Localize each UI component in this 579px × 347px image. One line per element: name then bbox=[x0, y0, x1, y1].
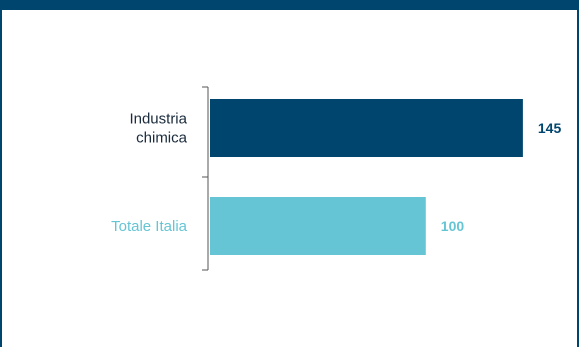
header-bar bbox=[0, 0, 579, 10]
category-label: Industria chimica bbox=[129, 111, 187, 147]
label-group: 145 Industria chimica 100 Totale Italia bbox=[111, 111, 561, 236]
category-label-line: chimica bbox=[136, 130, 188, 147]
bar-0 bbox=[210, 99, 523, 157]
value-label: 145 bbox=[538, 120, 562, 136]
category-label-line: Industria bbox=[129, 111, 187, 128]
category-axis bbox=[202, 86, 209, 271]
bar-1 bbox=[210, 197, 426, 255]
bar-group bbox=[210, 99, 523, 255]
category-label-line: Totale Italia bbox=[111, 218, 188, 235]
value-label: 100 bbox=[441, 218, 465, 234]
category-label: Totale Italia bbox=[111, 218, 188, 235]
